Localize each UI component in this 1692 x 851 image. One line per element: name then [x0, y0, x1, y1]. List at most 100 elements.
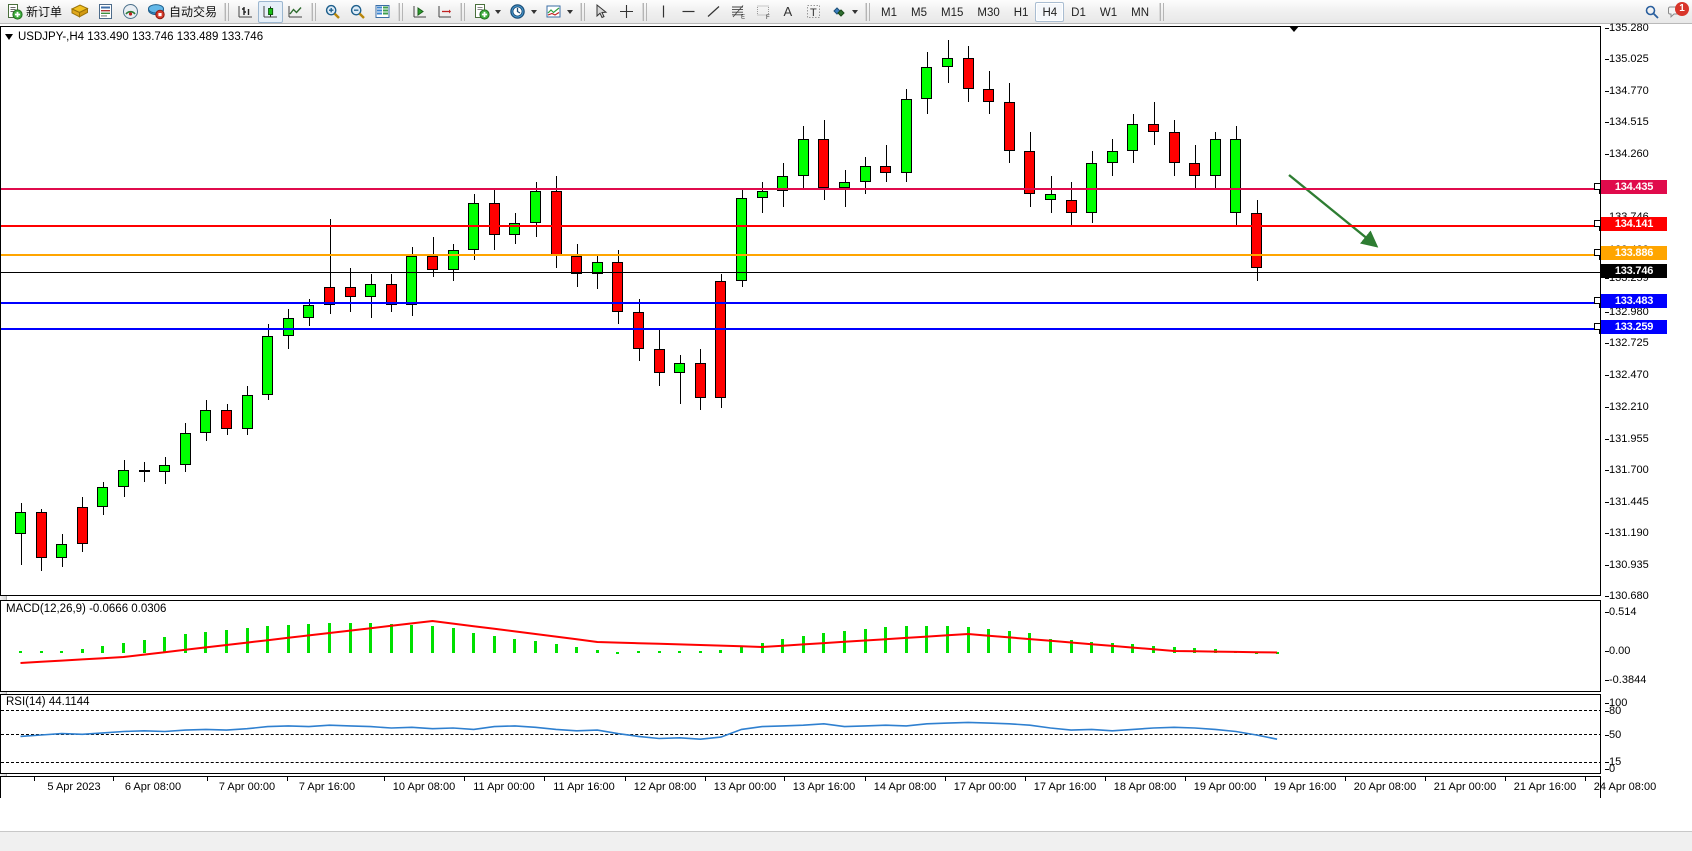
macd-panel[interactable]: MACD(12,26,9) -0.0666 0.0306 [0, 600, 1601, 692]
price-tag-handle[interactable] [1594, 297, 1601, 304]
candle-body [1024, 151, 1036, 195]
level-line-support-upper[interactable] [1, 301, 1600, 308]
level-line-current-price [1, 272, 1600, 273]
chevron-down-icon-2[interactable] [531, 9, 538, 14]
candle-body [942, 58, 953, 68]
signals-button[interactable] [118, 1, 143, 23]
zoom-in-icon [324, 3, 341, 20]
chart-canvas-area[interactable]: USDJPY-,H4 133.490 133.746 133.489 133.7… [0, 22, 1692, 851]
time-tick-mark [705, 777, 706, 781]
chart-shift-icon [411, 3, 428, 20]
candle-body [653, 348, 665, 374]
candle-body [591, 262, 603, 275]
auto-trading-icon [147, 3, 166, 20]
channel-button[interactable]: F [751, 1, 776, 23]
timeframe-mn[interactable]: MN [1131, 6, 1149, 19]
time-tick-mark [1265, 777, 1266, 781]
wallet-icon [70, 3, 89, 20]
chevron-down-icon[interactable] [495, 9, 502, 14]
timeframe-m5[interactable]: M5 [911, 6, 927, 19]
candle-body [200, 410, 212, 433]
time-tick-mark [207, 777, 208, 781]
price-tag-resistance-lower[interactable]: 134.141 [1594, 217, 1667, 231]
macd-tick: 0.00 [1604, 645, 1631, 657]
chevron-down-icon-4[interactable] [852, 9, 859, 14]
time-label: 19 Apr 00:00 [1193, 781, 1257, 793]
line-chart-button[interactable] [283, 1, 308, 23]
timeframe-w1[interactable]: W1 [1099, 6, 1118, 19]
time-tick-mark [1105, 777, 1106, 781]
new-order-button[interactable]: 新订单 [2, 1, 66, 23]
down-arrow-annotation[interactable] [1, 27, 1600, 595]
time-tick-mark [34, 777, 35, 781]
period-button[interactable] [505, 1, 541, 23]
rsi-panel[interactable]: RSI(14) 44.1144 [0, 694, 1601, 774]
price-tag-support-upper[interactable]: 133.483 [1594, 294, 1667, 308]
alerts-button[interactable]: 1 [1664, 1, 1690, 23]
search-button[interactable] [1640, 1, 1664, 23]
text-button[interactable]: A [776, 1, 801, 23]
timeframe-h1[interactable]: H1 [1013, 6, 1029, 19]
timeframe-h4[interactable]: H4 [1035, 1, 1065, 22]
rsi-label: RSI(14) 44.1144 [6, 696, 90, 708]
zoom-in-button[interactable] [320, 1, 345, 23]
price-tag-value: 133.483 [1614, 295, 1654, 307]
level-line-pivot[interactable] [1, 253, 1600, 260]
macd-histogram-bar [431, 625, 434, 653]
candle-body [530, 190, 541, 223]
market-watch-button[interactable] [93, 1, 118, 23]
objects-button[interactable] [826, 1, 862, 23]
cursor-button[interactable] [589, 1, 614, 23]
price-tag-handle[interactable] [1594, 323, 1601, 330]
candlestick-chart-button[interactable] [258, 0, 284, 23]
level-line-resistance-lower[interactable] [1, 224, 1600, 231]
price-panel[interactable]: USDJPY-,H4 133.490 133.746 133.489 133.7… [0, 26, 1601, 596]
indicators-button[interactable] [541, 1, 577, 23]
price-tick: 131.700 [1605, 464, 1649, 477]
price-tag-handle[interactable] [1594, 220, 1601, 227]
chart-menu-caret-icon[interactable] [5, 34, 13, 40]
crosshair-button[interactable] [614, 1, 639, 23]
templates-button[interactable] [469, 1, 505, 23]
candle-body [1230, 138, 1242, 213]
price-axis[interactable]: 135.280135.025134.770134.515134.260134.0… [1601, 22, 1692, 602]
price-tick: 134.260 [1605, 147, 1649, 160]
trendline-button[interactable] [701, 1, 726, 23]
data-window-icon [374, 3, 391, 20]
zoom-out-button[interactable] [345, 1, 370, 23]
macd-histogram-bar [781, 639, 785, 653]
price-tag-pivot-line[interactable]: 133.886 [1594, 246, 1667, 260]
horizontal-line-button[interactable] [676, 1, 701, 23]
time-tick-mark [1505, 777, 1506, 781]
timeframe-m1[interactable]: M1 [881, 6, 898, 19]
timeframe-m30[interactable]: M30 [977, 6, 1000, 19]
chart-shift-button[interactable] [407, 1, 432, 23]
price-tag-handle[interactable] [1594, 183, 1601, 190]
vertical-line-button[interactable] [651, 1, 676, 23]
text-label-button[interactable]: T [801, 1, 826, 23]
data-window-button[interactable] [370, 1, 395, 23]
auto-trading-button[interactable]: 自动交易 [143, 1, 221, 23]
auto-scroll-button[interactable] [432, 1, 457, 23]
macd-histogram-bar [1255, 652, 1258, 654]
timeframe-m15[interactable]: M15 [941, 6, 964, 19]
price-tag-current-price[interactable]: 133.746 [1601, 264, 1667, 278]
timeframe-d1[interactable]: D1 [1071, 6, 1086, 19]
bar-chart-button[interactable] [233, 1, 258, 23]
candle-body [447, 249, 459, 270]
wallet-button[interactable] [66, 1, 93, 23]
price-tag-handle[interactable] [1594, 249, 1601, 256]
candle-wick [329, 218, 331, 314]
candle-body [880, 165, 892, 174]
macd-histogram-bar [760, 642, 764, 653]
price-tag-resistance-upper[interactable]: 134.435 [1594, 180, 1667, 194]
macd-histogram-bar [245, 627, 249, 653]
level-line-support-lower[interactable] [1, 327, 1600, 334]
fibonacci-button[interactable]: E [726, 1, 751, 23]
time-axis[interactable]: 5 Apr 2023 6 Apr 08:00 7 Apr 00:00 7 Apr 16… [0, 776, 1656, 798]
symbol-header[interactable]: USDJPY-,H4 133.490 133.746 133.489 133.7… [5, 31, 263, 43]
chevron-down-icon-3[interactable] [567, 9, 574, 14]
level-line-resistance-upper[interactable] [1, 187, 1600, 194]
candle-body [344, 286, 356, 297]
price-tag-support-lower[interactable]: 133.259 [1594, 320, 1667, 334]
